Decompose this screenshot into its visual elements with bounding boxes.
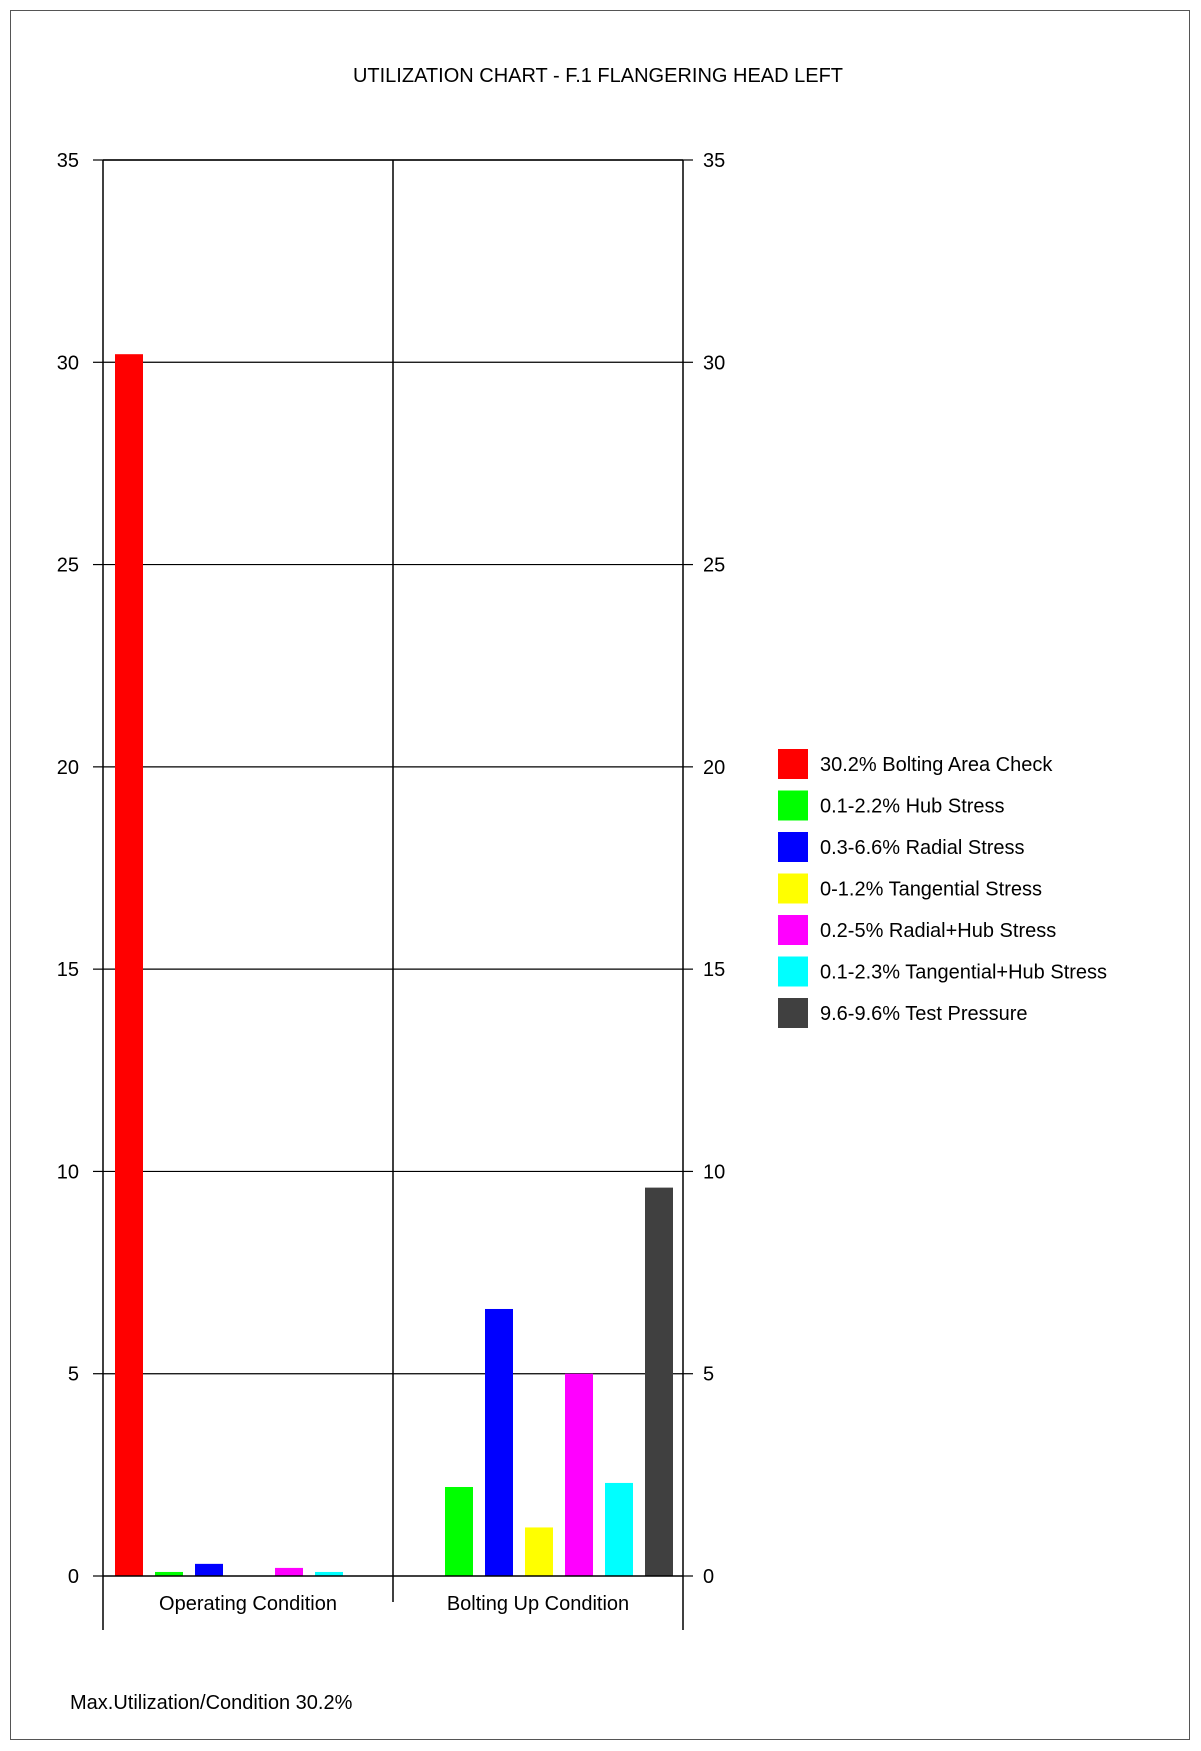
legend-label: 9.6-9.6% Test Pressure xyxy=(820,1003,1028,1025)
legend-label: 0.1-2.2% Hub Stress xyxy=(820,796,1005,818)
y-tick-label-left: 0 xyxy=(68,1566,79,1588)
bar xyxy=(605,1482,633,1576)
y-tick-label-left: 35 xyxy=(57,150,79,172)
bar xyxy=(445,1486,473,1576)
legend-swatch xyxy=(778,873,808,904)
legend-label: 0.1-2.3% Tangential+Hub Stress xyxy=(820,962,1107,984)
legend-swatch xyxy=(778,956,808,987)
bar xyxy=(275,1567,303,1576)
y-tick-label-right: 25 xyxy=(703,555,725,577)
legend-swatch xyxy=(778,832,808,862)
y-tick-label-left: 30 xyxy=(57,352,79,374)
legend-label: 30.2% Bolting Area Check xyxy=(820,754,1053,776)
y-tick-label-left: 5 xyxy=(68,1364,79,1386)
y-tick-label-left: 20 xyxy=(57,757,79,779)
x-tick-label: Bolting Up Condition xyxy=(447,1593,629,1615)
bar xyxy=(485,1308,513,1576)
max-utilization-note: Max.Utilization/Condition 30.2% xyxy=(70,1692,353,1714)
y-tick-label-right: 30 xyxy=(703,352,725,374)
x-tick-label: Operating Condition xyxy=(159,1593,337,1615)
y-tick-label-right: 20 xyxy=(703,757,725,779)
chart-frame xyxy=(10,10,1190,1740)
y-tick-label-right: 35 xyxy=(703,150,725,172)
y-tick-label-right: 10 xyxy=(703,1161,725,1183)
bar xyxy=(115,354,143,1576)
bar xyxy=(525,1527,553,1576)
legend-swatch xyxy=(778,915,808,945)
bars xyxy=(115,354,673,1576)
y-tick-label-left: 15 xyxy=(57,959,79,981)
bar xyxy=(645,1187,673,1576)
legend: 30.2% Bolting Area Check 0.1-2.2% Hub Str… xyxy=(778,749,1107,1028)
y-tick-label-right: 15 xyxy=(703,959,725,981)
legend-label: 0.3-6.6% Radial Stress xyxy=(820,837,1025,859)
bar xyxy=(195,1563,223,1576)
legend-swatch xyxy=(778,749,808,779)
y-tick-label-left: 10 xyxy=(57,1161,79,1183)
chart-title: UTILIZATION CHART - F.1 FLANGERING HEAD … xyxy=(353,65,843,87)
axes: 0 0 5 5 10 10 15 15 20 20 25 25 30 30 35 35 Operating Co… xyxy=(57,150,725,1630)
bar xyxy=(155,1571,183,1576)
legend-label: 0-1.2% Tangential Stress xyxy=(820,879,1042,901)
legend-label: 0.2-5% Radial+Hub Stress xyxy=(820,920,1056,942)
y-tick-label-right: 5 xyxy=(703,1364,714,1386)
bar xyxy=(565,1373,593,1576)
bar xyxy=(315,1571,343,1576)
legend-swatch xyxy=(778,998,808,1028)
y-tick-label-right: 0 xyxy=(703,1566,714,1588)
y-tick-label-left: 25 xyxy=(57,555,79,577)
legend-swatch xyxy=(778,790,808,821)
